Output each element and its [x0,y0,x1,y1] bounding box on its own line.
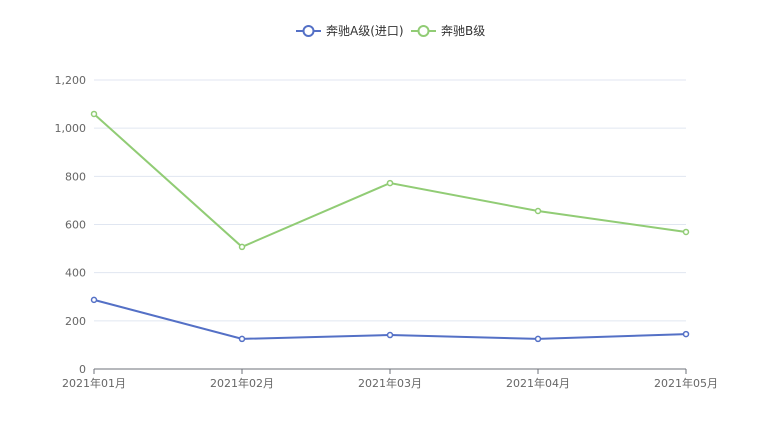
y-tick-label: 200 [65,315,86,328]
y-tick-label: 1,000 [55,122,87,135]
data-point[interactable] [386,179,394,187]
data-point[interactable] [90,110,98,118]
y-tick-label: 600 [65,219,86,232]
legend-item-1[interactable]: 奔驰B级 [411,24,485,38]
x-tick-label: 2021年05月 [654,376,718,390]
series-1 [90,110,690,251]
legend-label: 奔驰B级 [441,24,485,38]
y-tick-label: 1,200 [55,74,87,87]
gridlines [94,79,686,322]
data-point[interactable] [90,296,98,304]
data-point[interactable] [534,207,542,215]
x-axis: 2021年01月 2021年02月 2021年03月 2021年04月 2021年05月 [62,368,718,390]
legend-circle-icon [417,25,430,37]
legend-item-0[interactable]: 奔驰A级(进口) [296,24,404,38]
y-tick-label: 400 [65,267,86,280]
y-tick-label: 0 [79,363,86,376]
x-tick-label: 2021年04月 [506,376,570,390]
data-point[interactable] [386,331,394,339]
data-point[interactable] [534,335,542,343]
series-lines [90,110,690,343]
data-point[interactable] [682,228,690,236]
x-tick-label: 2021年02月 [210,376,274,390]
data-point[interactable] [682,330,690,338]
legend: 奔驰A级(进口) 奔驰B级 [296,24,485,38]
y-tick-label: 800 [65,170,86,183]
series-0 [90,296,690,343]
data-point[interactable] [238,243,246,251]
legend-label: 奔驰A级(进口) [326,24,404,38]
legend-circle-icon [302,25,315,37]
y-axis: 0 200 400 600 800 1,000 1,200 [55,74,87,376]
x-tick-label: 2021年03月 [358,376,422,390]
data-point[interactable] [238,335,246,343]
x-tick-label: 2021年01月 [62,376,126,390]
